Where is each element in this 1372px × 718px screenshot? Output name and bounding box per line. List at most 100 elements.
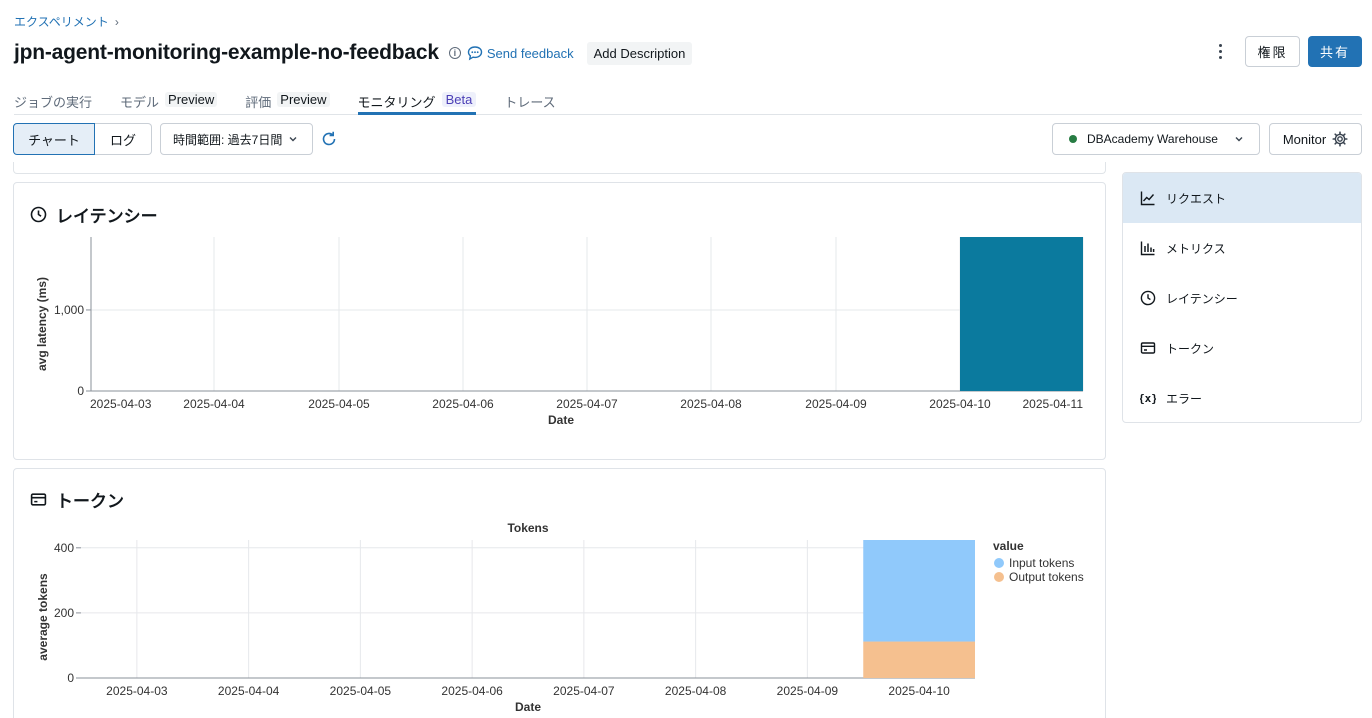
- section-nav-label: レイテンシー: [1166, 291, 1238, 306]
- add-description-button[interactable]: Add Description: [586, 41, 693, 65]
- tab-job-runs[interactable]: ジョブの実行: [14, 88, 92, 114]
- latency-panel-header: レイテンシー: [30, 202, 158, 227]
- y-tick-label: 0: [67, 671, 74, 685]
- tab-label: 評価: [245, 95, 272, 110]
- tokens-panel: トークン Tokens 0 200 400 2025-04-03 2025-04-04 20…: [13, 468, 1106, 718]
- more-options-icon[interactable]: [1211, 40, 1229, 62]
- x-tick-label: 2025-04-08: [665, 684, 727, 698]
- x-tick-label: 2025-04-06: [432, 397, 494, 411]
- chevron-right-icon: ›: [114, 14, 119, 29]
- send-feedback-link[interactable]: Send feedback: [467, 45, 574, 61]
- tab-label: トレース: [504, 95, 556, 110]
- line-chart-icon: [1140, 191, 1155, 206]
- tokens-panel-header: トークン: [30, 487, 124, 512]
- latency-bar: [960, 237, 1083, 391]
- x-tick-label: 2025-04-08: [680, 397, 742, 411]
- x-tick-label: 2025-04-06: [441, 684, 503, 698]
- section-nav-tokens[interactable]: トークン: [1123, 323, 1361, 373]
- chart-title: Tokens: [507, 521, 548, 535]
- warehouse-label: DBAcademy Warehouse: [1087, 132, 1218, 146]
- tab-label: モデル: [120, 95, 160, 110]
- warehouse-select[interactable]: DBAcademy Warehouse: [1052, 123, 1260, 155]
- gear-icon: [1332, 131, 1348, 147]
- x-tick-label: 2025-04-03: [90, 397, 152, 411]
- refresh-icon[interactable]: [319, 129, 339, 149]
- variable-icon: {x}: [1140, 392, 1156, 405]
- title-row: jpn-agent-monitoring-example-no-feedback…: [14, 38, 693, 68]
- legend-entry: Output tokens: [1009, 570, 1084, 584]
- page-title: jpn-agent-monitoring-example-no-feedback: [14, 41, 439, 64]
- bar-chart-icon: [1140, 241, 1155, 256]
- monitor-settings-button[interactable]: Monitor: [1269, 123, 1362, 155]
- x-tick-label: 2025-04-11: [1023, 397, 1084, 411]
- legend-title: value: [993, 539, 1024, 553]
- legend-entry: Input tokens: [1009, 556, 1074, 570]
- preview-badge: Preview: [165, 92, 218, 107]
- tab-evaluation[interactable]: 評価 Preview: [245, 88, 330, 114]
- x-tick-label: 2025-04-09: [777, 684, 839, 698]
- section-nav-label: エラー: [1166, 391, 1203, 406]
- section-nav-latency[interactable]: レイテンシー: [1123, 273, 1361, 323]
- x-tick-label: 2025-04-05: [330, 684, 392, 698]
- x-axis-label: Date: [548, 413, 574, 427]
- time-range-label: 時間範囲: 過去7日間: [173, 132, 283, 147]
- x-tick-label: 2025-04-03: [106, 684, 168, 698]
- time-range-select[interactable]: 時間範囲: 過去7日間: [160, 123, 313, 155]
- preview-badge: Preview: [277, 92, 330, 107]
- y-axis-label: avg latency (ms): [35, 277, 49, 371]
- input-tokens-bar: [863, 540, 975, 642]
- chevron-down-icon: [289, 137, 297, 142]
- toolbar: チャート ログ 時間範囲: 過去7日間 DBAcademy Warehouse …: [13, 123, 1362, 155]
- section-nav-requests[interactable]: リクエスト: [1123, 173, 1361, 223]
- y-tick-label: 1,000: [54, 303, 84, 317]
- x-tick-label: 2025-04-10: [929, 397, 991, 411]
- svg-text:{x}: {x}: [1140, 392, 1156, 405]
- x-tick-label: 2025-04-05: [308, 397, 370, 411]
- share-button[interactable]: 共有: [1308, 36, 1362, 67]
- tokens-chart: Tokens 0 200 400 2025-04-03 2025-04-04 2025-04…: [36, 521, 1084, 714]
- x-tick-label: 2025-04-09: [805, 397, 867, 411]
- breadcrumb[interactable]: エクスペリメント ›: [14, 13, 119, 30]
- info-icon[interactable]: i: [448, 47, 461, 59]
- latency-panel: レイテンシー 0 1,000 2025-04-03 2025-04-04 2025-04…: [13, 182, 1106, 460]
- y-tick-label: 200: [54, 606, 74, 620]
- section-nav-label: トークン: [1166, 341, 1215, 356]
- permissions-button[interactable]: 権限: [1245, 36, 1300, 67]
- tab-monitoring[interactable]: モニタリング Beta: [357, 88, 477, 115]
- tab-label: モニタリング: [357, 95, 436, 110]
- x-tick-label: 2025-04-04: [218, 684, 280, 698]
- latency-panel-title: レイテンシー: [56, 207, 158, 226]
- output-tokens-bar: [863, 641, 975, 678]
- x-tick-label: 2025-04-04: [183, 397, 245, 411]
- tab-bar: ジョブの実行 モデル Preview 評価 Preview モニタリング Bet…: [14, 88, 1362, 115]
- section-nav: リクエスト メトリクス レイテンシー トークン {x} エラー: [1122, 172, 1362, 423]
- section-nav-errors[interactable]: {x} エラー: [1123, 373, 1361, 422]
- breadcrumb-experiments-link[interactable]: エクスペリメント: [14, 15, 109, 29]
- card-icon: [1140, 342, 1156, 354]
- x-tick-label: 2025-04-10: [888, 684, 950, 698]
- x-tick-label: 2025-04-07: [553, 684, 615, 698]
- x-tick-label: 2025-04-07: [556, 397, 618, 411]
- tab-models[interactable]: モデル Preview: [120, 88, 218, 114]
- tab-traces[interactable]: トレース: [504, 88, 555, 114]
- speech-bubble-icon: [467, 46, 483, 61]
- y-tick-label: 400: [54, 541, 74, 555]
- section-nav-label: リクエスト: [1166, 191, 1227, 206]
- chevron-down-icon: [1235, 137, 1243, 142]
- status-dot-icon: [1069, 135, 1077, 143]
- section-nav-label: メトリクス: [1166, 241, 1226, 256]
- card-icon: [30, 493, 47, 506]
- tokens-panel-title: トークン: [56, 492, 124, 511]
- y-axis-label: average tokens: [36, 573, 50, 661]
- legend-swatch: [994, 558, 1004, 568]
- clock-icon: [1140, 290, 1156, 306]
- section-nav-metrics[interactable]: メトリクス: [1123, 223, 1361, 273]
- x-axis-label: Date: [515, 700, 541, 714]
- log-view-button[interactable]: ログ: [95, 123, 152, 155]
- view-toggle: チャート ログ: [13, 123, 152, 155]
- chart-view-button[interactable]: チャート: [13, 123, 95, 155]
- previous-panel-edge: [13, 162, 1106, 174]
- y-tick-label: 0: [77, 384, 84, 398]
- monitor-label: Monitor: [1282, 131, 1327, 147]
- clock-icon: [30, 206, 47, 223]
